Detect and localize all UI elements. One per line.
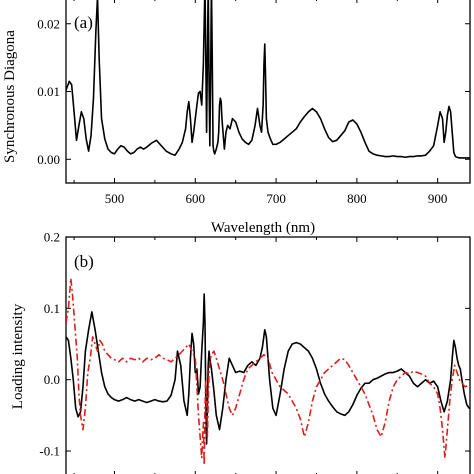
- y-axis-title: Loading intensity: [10, 303, 26, 409]
- panel-label: (b): [74, 252, 94, 271]
- plot-frame: [65, 0, 471, 184]
- series-line-2: [66, 277, 470, 467]
- x-tick-label: 600: [186, 191, 206, 206]
- x-tick-label: 800: [347, 191, 367, 206]
- y-tick-label: -0.1: [39, 444, 60, 459]
- y-tick-label: 0.00: [37, 152, 60, 167]
- series-line-1: [66, 0, 470, 159]
- y-tick-label: 0.2: [44, 230, 60, 245]
- y-tick-label: 0.1: [44, 301, 60, 316]
- y-tick-label: 0.0: [44, 372, 60, 387]
- x-axis-title: Wavelength (nm): [211, 220, 315, 236]
- x-tick-label: 500: [105, 191, 125, 206]
- panel-b-loading-plot: -0.1 0.0 0.1 0.2 (b) Loading intensity: [10, 230, 471, 474]
- series-line-1: [66, 293, 470, 445]
- y-tick-label: 0.02: [37, 16, 60, 31]
- panel-label: (a): [74, 13, 93, 32]
- y-axis-title: Synchronous Diagona: [2, 30, 18, 163]
- x-tick-label: 900: [428, 191, 448, 206]
- plot-frame: [65, 236, 471, 474]
- x-tick-label: 700: [266, 191, 286, 206]
- y-tick-label: 0.01: [37, 84, 60, 99]
- panel-a-synchronous-plot: 500 600 700 800 900 0.00 0.01 0.02 (a) Wavelength…: [2, 0, 471, 236]
